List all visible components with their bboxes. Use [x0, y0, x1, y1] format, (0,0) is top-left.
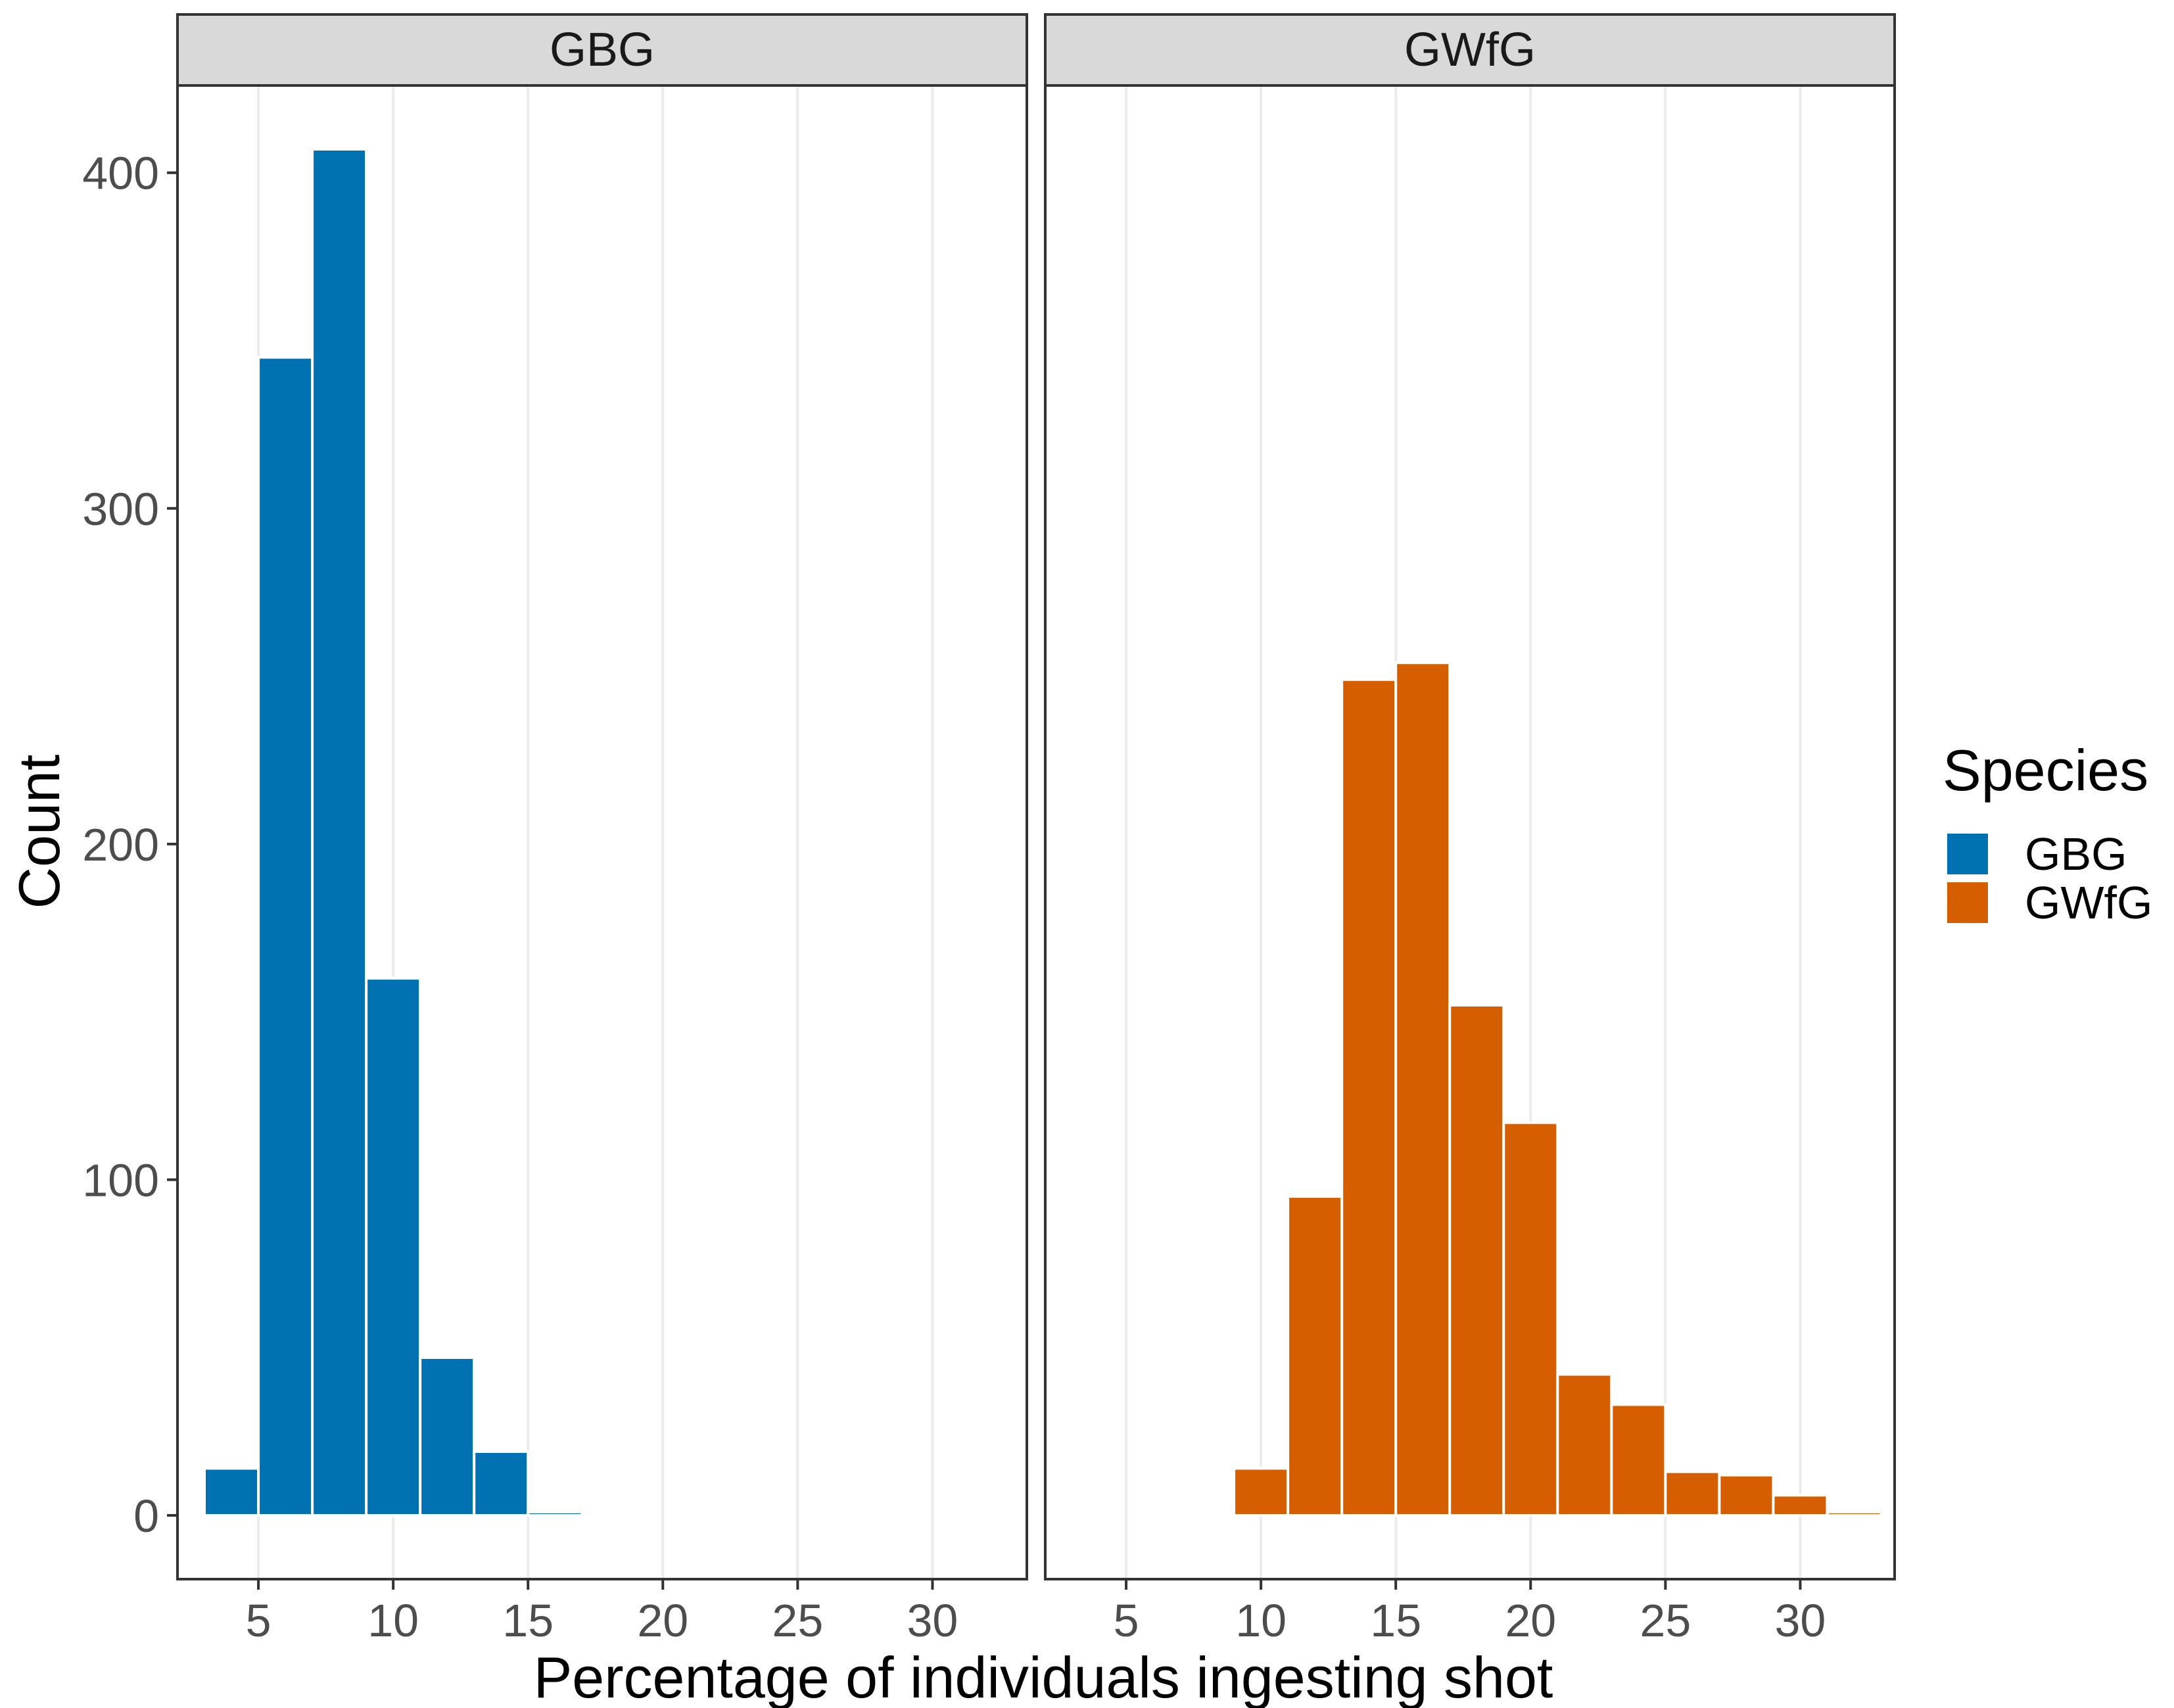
x-tick-label-5: 5	[1114, 1595, 1139, 1646]
bar-gwfg-5	[1502, 1121, 1559, 1517]
bar-gwfg-1	[1287, 1195, 1344, 1517]
strip-gbg	[176, 13, 1028, 87]
x-tick-label-10: 10	[367, 1595, 419, 1646]
y-tick-label-200: 200	[82, 819, 159, 870]
x-tick-label-15: 15	[1370, 1595, 1421, 1646]
y-axis-title: Count	[7, 755, 72, 909]
legend-label-gwfg: GWfG	[2025, 877, 2152, 928]
bar-gbg-0	[203, 1467, 260, 1517]
x-tick-label-20: 20	[637, 1595, 688, 1646]
legend-key-gbg	[1947, 834, 1988, 874]
y-tick-label-100: 100	[82, 1154, 159, 1206]
bar-gwfg-6	[1556, 1373, 1613, 1517]
y-tick-label-400: 400	[82, 148, 159, 199]
bar-gbg-2	[311, 148, 368, 1517]
legend-label-gbg: GBG	[2025, 828, 2127, 880]
y-tick-label-0: 0	[133, 1490, 159, 1542]
x-tick-label-30: 30	[907, 1595, 958, 1646]
x-tick-label-10: 10	[1235, 1595, 1287, 1646]
legend-key-gwfg	[1947, 882, 1988, 923]
panel-gwfg: GWfG 5 10 15 20 25 30	[1044, 13, 1896, 1646]
x-axis-title: Percentage of individuals ingesting shot	[534, 1645, 1553, 1708]
x-tick-label-5: 5	[246, 1595, 272, 1646]
x-tick-label-30: 30	[1775, 1595, 1826, 1646]
legend: Species GBG GWfG	[1943, 738, 2152, 928]
x-tick-label-25: 25	[772, 1595, 823, 1646]
x-tick-label-15: 15	[502, 1595, 554, 1646]
bar-gbg-4	[419, 1356, 476, 1517]
bar-gbg-6	[527, 1510, 584, 1517]
x-tick-label-20: 20	[1505, 1595, 1556, 1646]
bar-gwfg-3	[1394, 661, 1452, 1517]
strip-gwfg	[1044, 13, 1896, 87]
y-tick-label-300: 300	[82, 483, 159, 534]
bar-gwfg-4	[1448, 1003, 1505, 1517]
bar-gwfg-9	[1718, 1473, 1775, 1517]
bar-gwfg-2	[1340, 678, 1398, 1517]
bar-gwfg-11	[1826, 1510, 1883, 1517]
bar-gwfg-10	[1772, 1494, 1829, 1517]
strip-label-gwfg: GWfG	[1404, 24, 1536, 76]
x-tick-label-25: 25	[1640, 1595, 1691, 1646]
bar-gbg-5	[473, 1450, 530, 1517]
bar-gbg-1	[257, 356, 314, 1517]
bar-gwfg-8	[1664, 1470, 1721, 1517]
legend-title: Species	[1943, 738, 2148, 803]
bar-gwfg-0	[1233, 1467, 1290, 1517]
bar-gbg-3	[365, 977, 422, 1517]
bar-gwfg-7	[1610, 1403, 1667, 1517]
strip-label-gbg: GBG	[550, 24, 655, 76]
